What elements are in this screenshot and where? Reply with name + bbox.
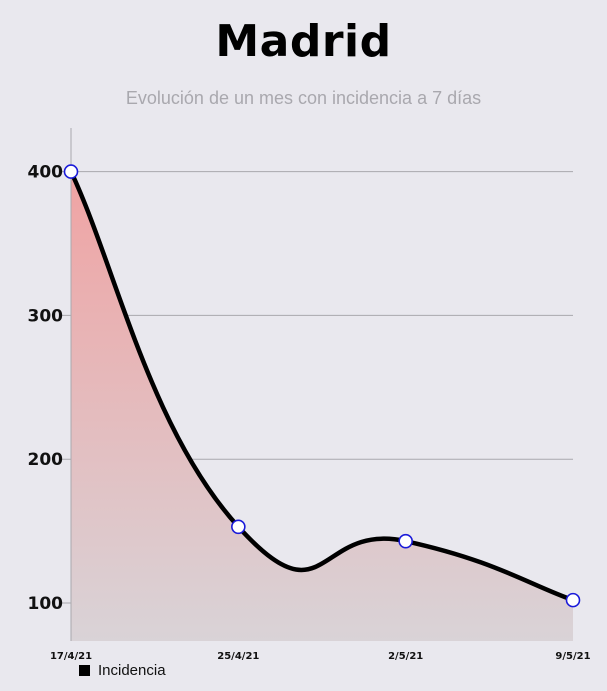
legend-swatch xyxy=(79,665,90,676)
area-fill xyxy=(71,171,573,641)
x-tick-labels: 17/4/21 25/4/21 2/5/21 9/5/21 xyxy=(50,651,591,662)
data-points xyxy=(63,164,581,608)
chart-title: Madrid xyxy=(215,16,392,67)
x-tick-label: 17/4/21 xyxy=(50,651,92,662)
y-tick-labels: 100 200 300 400 xyxy=(28,163,64,614)
y-tick-label: 100 xyxy=(28,594,64,614)
y-tick-label: 200 xyxy=(28,450,64,470)
x-tick-label: 25/4/21 xyxy=(217,651,259,662)
series-line xyxy=(68,169,576,603)
data-point xyxy=(398,533,413,549)
legend-label: Incidencia xyxy=(98,662,166,679)
x-tick-label: 9/5/21 xyxy=(555,651,590,662)
legend: Incidencia xyxy=(79,662,166,679)
y-tick-label: 300 xyxy=(28,306,64,326)
x-tick-label: 2/5/21 xyxy=(388,651,423,662)
data-point xyxy=(63,164,79,179)
chart-subtitle: Evolución de un mes con incidencia a 7 d… xyxy=(125,88,482,108)
data-point xyxy=(231,519,246,535)
y-tick-label: 400 xyxy=(28,163,64,183)
data-point xyxy=(565,592,581,608)
